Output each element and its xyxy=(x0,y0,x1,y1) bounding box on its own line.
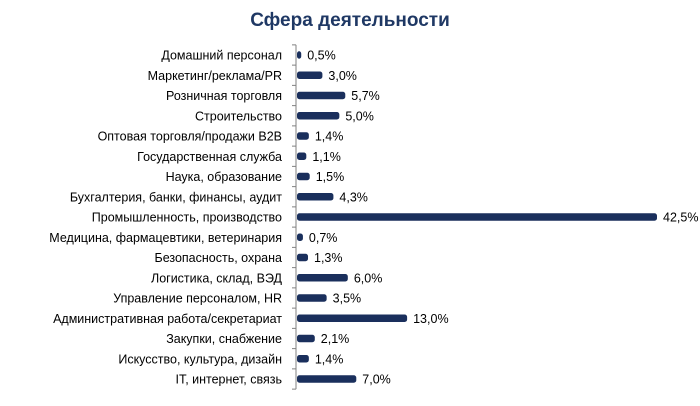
bar xyxy=(297,355,309,363)
category-label: Розничная торговля xyxy=(166,89,282,103)
value-label: 0,5% xyxy=(307,49,336,63)
value-label: 1,4% xyxy=(315,130,344,144)
bar xyxy=(297,213,657,221)
category-label: Строительство xyxy=(195,109,282,123)
bar xyxy=(297,314,408,322)
category-label: Закупки, снабжение xyxy=(166,332,282,346)
value-label: 3,5% xyxy=(333,292,362,306)
value-label: 5,0% xyxy=(345,109,374,123)
value-label: 1,4% xyxy=(315,352,344,366)
bar xyxy=(297,253,309,262)
value-label: 3,0% xyxy=(328,69,357,83)
bar xyxy=(297,233,303,241)
category-label: Домашний персонал xyxy=(161,49,282,63)
category-label: Безопасность, охрана xyxy=(154,251,282,265)
value-label: 1,1% xyxy=(312,150,341,164)
bar xyxy=(297,152,307,160)
chart-title: Сфера деятельности xyxy=(250,10,450,31)
category-label: Логистика, склад, ВЭД xyxy=(151,271,283,285)
bar xyxy=(297,71,323,79)
bar xyxy=(297,91,346,100)
category-label: IT, интернет, связь xyxy=(175,373,282,387)
bar xyxy=(297,375,357,383)
bar xyxy=(297,334,315,343)
bar xyxy=(297,193,334,201)
bar xyxy=(297,294,327,302)
value-label: 7,0% xyxy=(362,373,391,387)
value-label: 1,3% xyxy=(314,251,343,265)
value-label: 0,7% xyxy=(309,231,338,245)
value-label: 42,5% xyxy=(663,211,698,225)
category-label: Государственная служба xyxy=(137,150,282,164)
value-label: 5,7% xyxy=(351,89,380,103)
category-label: Административная работа/секретариат xyxy=(53,312,282,326)
value-label: 13,0% xyxy=(413,312,448,326)
category-label: Промышленность, производство xyxy=(92,211,282,225)
value-label: 4,3% xyxy=(339,190,368,204)
category-label: Управление персоналом, HR xyxy=(113,292,282,306)
bar xyxy=(297,112,340,120)
value-label: 2,1% xyxy=(321,332,350,346)
category-label: Наука, образование xyxy=(166,170,282,184)
category-label: Маркетинг/реклама/PR xyxy=(148,69,282,83)
value-label: 1,5% xyxy=(316,170,345,184)
bar xyxy=(297,132,309,140)
category-label: Бухгалтерия, банки, финансы, аудит xyxy=(70,190,282,204)
bar xyxy=(297,51,302,59)
category-label: Медицина, фармацевтики, ветеринария xyxy=(49,231,282,245)
value-label: 6,0% xyxy=(354,271,383,285)
bar xyxy=(297,172,310,181)
category-label: Оптовая торговля/продажи B2B xyxy=(98,130,282,144)
category-label: Искусство, культура, дизайн xyxy=(118,352,282,366)
bar xyxy=(297,274,348,282)
